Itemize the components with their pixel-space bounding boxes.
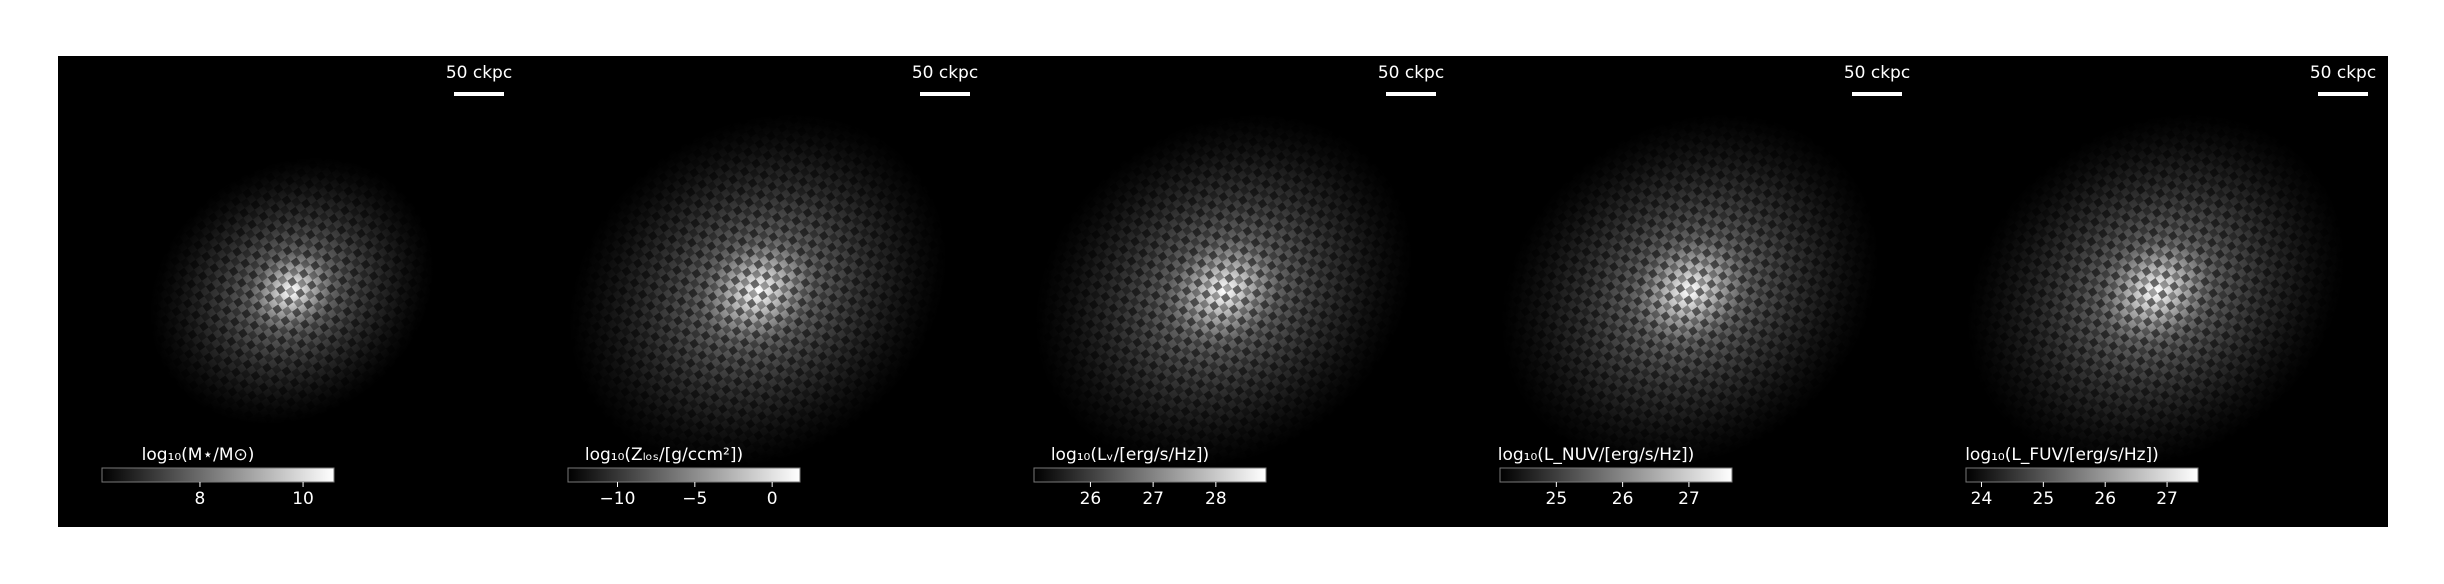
colorbar-tick-label: 28 [1205, 489, 1227, 509]
colorbar-tick-label: 26 [1612, 489, 1634, 509]
colorbar-tick-label: −10 [600, 489, 636, 509]
panel: 50 ckpc log₁₀(M⋆/M⊙) 8 10 [101, 63, 512, 509]
colorbar-tick-label: 0 [767, 489, 778, 509]
scale-bar-label: 50 ckpc [1378, 63, 1444, 83]
colorbar-tick-label: 27 [2156, 489, 2178, 509]
panel: 50 ckpc log₁₀(L_FUV/[erg/s/Hz]) 24 25 26 27 [1965, 63, 2376, 509]
colorbar-label: log₁₀(L_NUV/[erg/s/Hz]) [1498, 445, 1695, 465]
colorbar-tick-label: 25 [2033, 489, 2055, 509]
scale-bar-label: 50 ckpc [912, 63, 978, 83]
colorbar-tick-label: −5 [682, 489, 707, 509]
galaxy-pixels [1966, 113, 2346, 469]
colorbar-tick-label: 8 [195, 489, 206, 509]
colorbar-label: log₁₀(Lᵥ/[erg/s/Hz]) [1051, 445, 1209, 465]
scale-bar-label: 50 ckpc [1844, 63, 1910, 83]
colorbar-tick-label: 24 [1971, 489, 1993, 509]
colorbar-tick-label: 26 [1080, 489, 1102, 509]
scale-bar-label: 50 ckpc [2310, 63, 2376, 83]
colorbar-label: log₁₀(L_FUV/[erg/s/Hz]) [1965, 445, 2159, 465]
colorbar [101, 467, 335, 483]
panel: 50 ckpc log₁₀(Lᵥ/[erg/s/Hz]) 26 27 28 [1033, 63, 1444, 509]
colorbar-label: log₁₀(M⋆/M⊙) [142, 445, 255, 465]
colorbar [567, 467, 801, 483]
colorbar-tick-label: 27 [1678, 489, 1700, 509]
galaxy-pixels [568, 113, 948, 469]
colorbar-label: log₁₀(Zₗₒₛ/[g/ccm²]) [585, 445, 743, 465]
colorbar-tick-label: 26 [2094, 489, 2116, 509]
panel: 50 ckpc log₁₀(Zₗₒₛ/[g/ccm²]) −10 −5 0 [567, 63, 978, 509]
colorbar [1033, 467, 1267, 483]
galaxy-pixels [149, 157, 435, 425]
colorbar-tick-label: 27 [1142, 489, 1164, 509]
colorbar [1965, 467, 2199, 483]
galaxy-pixels [1500, 113, 1880, 469]
colorbar [1499, 467, 1733, 483]
scale-bar-label: 50 ckpc [446, 63, 512, 83]
colorbar-tick-label: 25 [1546, 489, 1568, 509]
galaxy-pixels [1034, 113, 1414, 469]
panel: 50 ckpc log₁₀(L_NUV/[erg/s/Hz]) 25 26 27 [1498, 63, 1910, 509]
colorbar-tick-label: 10 [292, 489, 314, 509]
